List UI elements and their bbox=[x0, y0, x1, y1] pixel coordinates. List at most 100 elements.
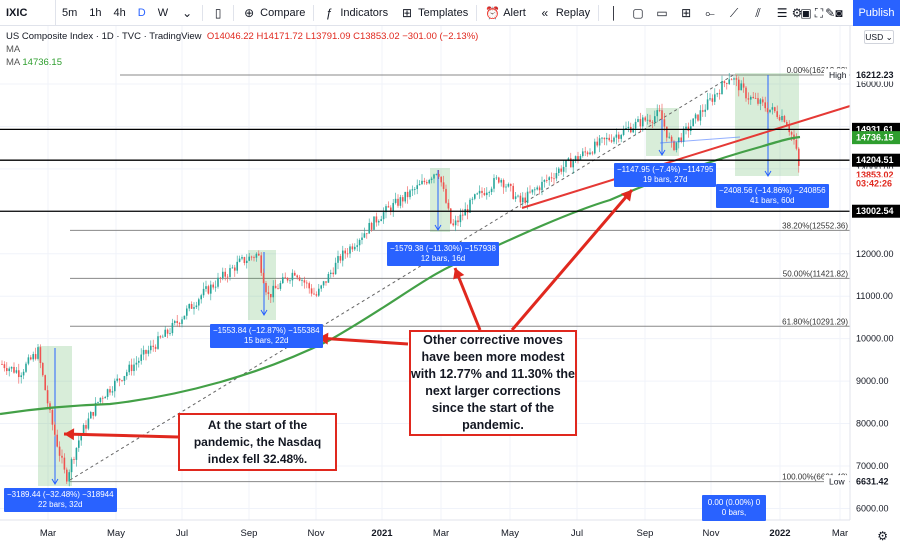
candle-body bbox=[721, 81, 723, 95]
candle-body bbox=[135, 362, 138, 365]
candle-body bbox=[567, 158, 570, 161]
legend-ma2-value: 14736.15 bbox=[22, 57, 62, 68]
candle-body bbox=[601, 137, 603, 139]
vertical-line-icon[interactable]: │ bbox=[610, 5, 618, 20]
y-tick-label: 7000.00 bbox=[856, 461, 889, 471]
rectangle-icon[interactable]: ▭ bbox=[656, 5, 668, 20]
axis-settings-button[interactable]: ⚙ bbox=[877, 529, 888, 543]
measurement-text: 41 bars, 60d bbox=[750, 196, 795, 205]
candle-body bbox=[130, 364, 133, 372]
measurement-text: −1147.95 (−7.4%) −114795 bbox=[617, 165, 714, 174]
candle-body bbox=[723, 81, 726, 84]
candle-body bbox=[207, 286, 210, 294]
sticky-note-icon[interactable]: ▢ bbox=[632, 5, 644, 20]
horizontal-ray-icon[interactable]: ⟜ bbox=[705, 5, 715, 20]
candle-body bbox=[260, 255, 262, 273]
candle-body bbox=[531, 189, 534, 193]
candle-body bbox=[735, 78, 738, 80]
interval-5m[interactable]: 5m bbox=[56, 0, 83, 25]
legend-ma2-label[interactable]: MA bbox=[6, 57, 20, 68]
candle-body bbox=[205, 286, 207, 289]
fullscreen-button[interactable]: ⛶ bbox=[806, 0, 832, 25]
snapshot-button[interactable]: ◙ bbox=[826, 0, 852, 25]
candle-body bbox=[416, 185, 418, 190]
candle-body bbox=[255, 253, 258, 258]
legend-ma1[interactable]: MA bbox=[6, 44, 21, 55]
candle-body bbox=[126, 372, 128, 377]
candle-body bbox=[459, 214, 462, 223]
x-tick-label: 2021 bbox=[371, 528, 393, 539]
blue-measure-line bbox=[659, 136, 741, 144]
candle-body bbox=[754, 97, 757, 99]
interval-d[interactable]: D bbox=[132, 0, 152, 25]
candle-body bbox=[80, 434, 82, 441]
candle-body bbox=[584, 151, 586, 153]
interval-dropdown[interactable]: ⌄ bbox=[174, 0, 200, 25]
templates-label: Templates bbox=[418, 6, 469, 19]
symbol-search[interactable]: IXIC bbox=[0, 0, 56, 25]
candle-body bbox=[212, 284, 214, 288]
candle-body bbox=[404, 191, 406, 202]
candle-body bbox=[217, 277, 219, 287]
candle-body bbox=[454, 220, 457, 226]
interval-1h[interactable]: 1h bbox=[83, 0, 107, 25]
parallel-channel-icon[interactable]: ⫽ bbox=[755, 5, 761, 20]
candle-body bbox=[39, 347, 42, 363]
alert-button[interactable]: ⏰ Alert bbox=[479, 0, 532, 25]
candle-body bbox=[488, 192, 490, 193]
candle-body bbox=[392, 202, 394, 212]
currency-selector[interactable]: USD ⌄ bbox=[864, 30, 894, 44]
fullscreen-icon: ⛶ bbox=[814, 5, 824, 20]
interval-4h[interactable]: 4h bbox=[108, 0, 132, 25]
candle-body bbox=[224, 271, 226, 277]
candle-body bbox=[246, 260, 248, 264]
candle-body bbox=[670, 136, 673, 142]
candle-body bbox=[174, 321, 176, 323]
candle-body bbox=[483, 192, 486, 196]
brush-icon[interactable]: ✎ bbox=[825, 5, 836, 20]
compare-label: Compare bbox=[260, 6, 306, 19]
candle-body bbox=[428, 180, 430, 184]
candle-body bbox=[507, 183, 510, 187]
crosshair-box-icon[interactable]: ⊞ bbox=[681, 5, 692, 20]
interval-w[interactable]: W bbox=[152, 0, 174, 25]
templates-button[interactable]: ⊞ Templates bbox=[394, 0, 474, 25]
candle-body bbox=[214, 286, 217, 288]
measurement-text: 0 bars, bbox=[721, 508, 747, 517]
candle-body bbox=[248, 256, 250, 261]
candle-body bbox=[622, 129, 625, 135]
publish-button[interactable]: Publish bbox=[853, 0, 900, 26]
candle-body bbox=[63, 457, 66, 470]
chart-type-button[interactable]: ▯ bbox=[205, 0, 231, 25]
interval-label: W bbox=[157, 6, 169, 19]
candle-body bbox=[709, 98, 711, 100]
candle-body bbox=[339, 256, 342, 261]
price-tag-bg bbox=[852, 475, 900, 489]
settings-button[interactable]: ⚙ bbox=[784, 0, 810, 25]
templates-icon: ⊞ bbox=[402, 5, 413, 20]
candle-body bbox=[382, 212, 385, 220]
measure-box-icon[interactable]: ▣ bbox=[800, 5, 812, 20]
side-tag-text: Low bbox=[829, 477, 845, 487]
candle-body bbox=[368, 222, 370, 234]
fib-retracement-icon[interactable]: ☰ bbox=[776, 5, 788, 20]
interval-label: 4h bbox=[113, 6, 126, 19]
candle-body bbox=[697, 114, 699, 121]
candle-body bbox=[6, 368, 8, 372]
x-tick-label: May bbox=[107, 528, 125, 539]
candle-body bbox=[783, 116, 786, 122]
measurement-arrowhead bbox=[434, 224, 442, 231]
candle-body bbox=[150, 345, 152, 351]
candle-body bbox=[198, 299, 200, 306]
candle-body bbox=[560, 168, 562, 172]
indicators-button[interactable]: ƒ Indicators bbox=[316, 0, 394, 25]
candle-body bbox=[574, 156, 577, 161]
candle-body bbox=[394, 198, 397, 203]
replay-button[interactable]: « Replay bbox=[532, 0, 596, 25]
candle-body bbox=[651, 121, 654, 123]
compare-button[interactable]: ⊕ Compare bbox=[236, 0, 311, 25]
trend-line-icon[interactable]: ⟋ bbox=[729, 5, 739, 20]
candle-body bbox=[747, 98, 750, 100]
candle-body bbox=[613, 137, 615, 142]
